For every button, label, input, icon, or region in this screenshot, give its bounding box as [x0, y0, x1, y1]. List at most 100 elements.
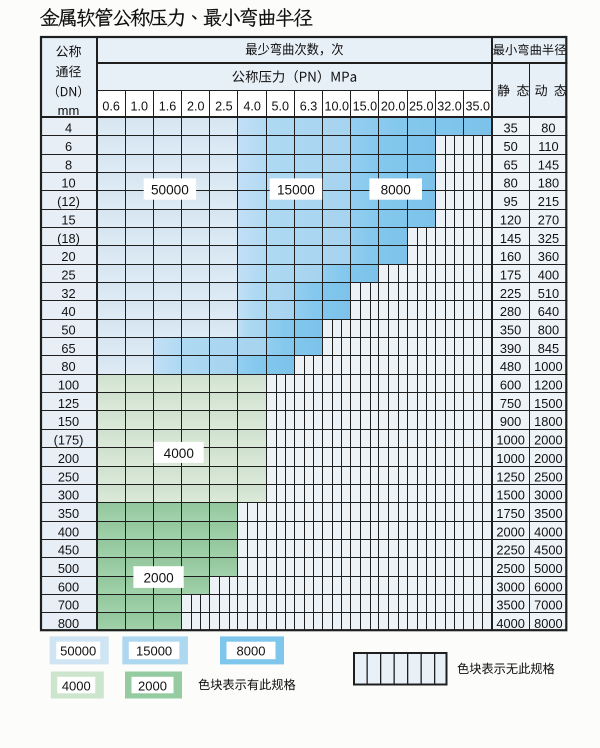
- svg-text:510: 510: [538, 286, 559, 301]
- svg-text:1250: 1250: [496, 469, 524, 484]
- svg-text:65: 65: [61, 341, 75, 356]
- svg-text:350: 350: [500, 323, 521, 338]
- svg-text:750: 750: [500, 396, 521, 411]
- svg-text:2000: 2000: [534, 433, 562, 448]
- svg-text:80: 80: [541, 121, 555, 136]
- svg-text:3000: 3000: [496, 579, 524, 594]
- svg-text:2.0: 2.0: [187, 99, 205, 113]
- svg-text:360: 360: [538, 249, 559, 264]
- svg-text:800: 800: [538, 323, 559, 338]
- svg-text:160: 160: [500, 249, 521, 264]
- svg-text:32.0: 32.0: [437, 99, 462, 113]
- svg-text:1750: 1750: [496, 506, 524, 521]
- svg-text:3500: 3500: [534, 506, 562, 521]
- svg-text:2000: 2000: [138, 679, 167, 694]
- svg-text:3000: 3000: [534, 488, 562, 503]
- svg-text:50: 50: [61, 323, 75, 338]
- svg-text:35: 35: [503, 121, 517, 136]
- svg-text:1.6: 1.6: [159, 99, 177, 113]
- svg-text:1000: 1000: [496, 451, 524, 466]
- svg-text:4000: 4000: [164, 446, 195, 461]
- svg-text:2000: 2000: [496, 524, 524, 539]
- svg-text:390: 390: [500, 341, 521, 356]
- svg-text:95: 95: [503, 194, 517, 209]
- svg-text:350: 350: [58, 506, 79, 521]
- svg-text:7000: 7000: [534, 598, 562, 613]
- svg-text:0.6: 0.6: [102, 99, 120, 113]
- svg-text:25: 25: [61, 267, 75, 282]
- svg-text:215: 215: [538, 194, 559, 209]
- svg-text:1200: 1200: [534, 378, 562, 393]
- svg-text:2000: 2000: [534, 451, 562, 466]
- svg-text:225: 225: [500, 286, 521, 301]
- svg-text:4: 4: [65, 121, 72, 136]
- svg-text:10: 10: [61, 176, 75, 191]
- svg-text:15000: 15000: [136, 643, 172, 658]
- svg-text:1000: 1000: [496, 433, 524, 448]
- svg-text:4000: 4000: [62, 679, 91, 694]
- svg-text:270: 270: [538, 212, 559, 227]
- svg-text:50: 50: [503, 139, 517, 154]
- svg-text:2000: 2000: [143, 571, 174, 586]
- svg-text:40: 40: [61, 304, 75, 319]
- svg-text:8000: 8000: [237, 643, 266, 658]
- svg-text:145: 145: [538, 157, 559, 172]
- svg-text:400: 400: [538, 267, 559, 282]
- svg-text:450: 450: [58, 543, 79, 558]
- svg-text:120: 120: [500, 212, 521, 227]
- svg-text:(12): (12): [57, 194, 80, 209]
- svg-text:300: 300: [58, 488, 79, 503]
- svg-text:5.0: 5.0: [272, 99, 290, 113]
- svg-text:600: 600: [58, 579, 79, 594]
- svg-text:4000: 4000: [496, 616, 524, 631]
- svg-text:200: 200: [58, 451, 79, 466]
- svg-text:325: 325: [538, 231, 559, 246]
- svg-text:2500: 2500: [496, 561, 524, 576]
- svg-text:480: 480: [500, 359, 521, 374]
- svg-text:180: 180: [538, 176, 559, 191]
- svg-text:800: 800: [58, 616, 79, 631]
- svg-text:8: 8: [65, 157, 72, 172]
- svg-text:145: 145: [500, 231, 521, 246]
- svg-text:6: 6: [65, 139, 72, 154]
- svg-text:400: 400: [58, 524, 79, 539]
- svg-text:8000: 8000: [534, 616, 562, 631]
- svg-text:65: 65: [503, 157, 517, 172]
- svg-text:600: 600: [500, 378, 521, 393]
- svg-text:640: 640: [538, 304, 559, 319]
- svg-text:32: 32: [61, 286, 75, 301]
- svg-text:25.0: 25.0: [409, 99, 434, 113]
- svg-text:8000: 8000: [381, 183, 412, 198]
- svg-text:1800: 1800: [534, 414, 562, 429]
- svg-text:150: 150: [58, 414, 79, 429]
- svg-text:20.0: 20.0: [381, 99, 406, 113]
- svg-text:4.0: 4.0: [243, 99, 261, 113]
- svg-text:4000: 4000: [534, 524, 562, 539]
- svg-text:mm: mm: [58, 103, 80, 118]
- svg-text:20: 20: [61, 249, 75, 264]
- svg-text:50000: 50000: [151, 183, 189, 198]
- svg-text:80: 80: [503, 176, 517, 191]
- svg-text:1500: 1500: [534, 396, 562, 411]
- svg-text:100: 100: [58, 378, 79, 393]
- svg-text:280: 280: [500, 304, 521, 319]
- svg-text:35.0: 35.0: [465, 99, 490, 113]
- svg-text:5000: 5000: [534, 561, 562, 576]
- svg-text:(175): (175): [54, 433, 84, 448]
- svg-text:6.3: 6.3: [300, 99, 318, 113]
- svg-text:250: 250: [58, 469, 79, 484]
- svg-text:700: 700: [58, 598, 79, 613]
- svg-text:845: 845: [538, 341, 559, 356]
- svg-text:10.0: 10.0: [324, 99, 349, 113]
- svg-text:110: 110: [538, 139, 558, 154]
- svg-text:3500: 3500: [496, 598, 524, 613]
- svg-text:2500: 2500: [534, 469, 562, 484]
- svg-text:1.0: 1.0: [131, 99, 149, 113]
- svg-text:1500: 1500: [496, 488, 524, 503]
- svg-text:175: 175: [500, 267, 521, 282]
- svg-text:500: 500: [58, 561, 79, 576]
- svg-text:4500: 4500: [534, 543, 562, 558]
- svg-text:6000: 6000: [534, 579, 562, 594]
- svg-text:125: 125: [58, 396, 79, 411]
- svg-text:15.0: 15.0: [353, 99, 378, 113]
